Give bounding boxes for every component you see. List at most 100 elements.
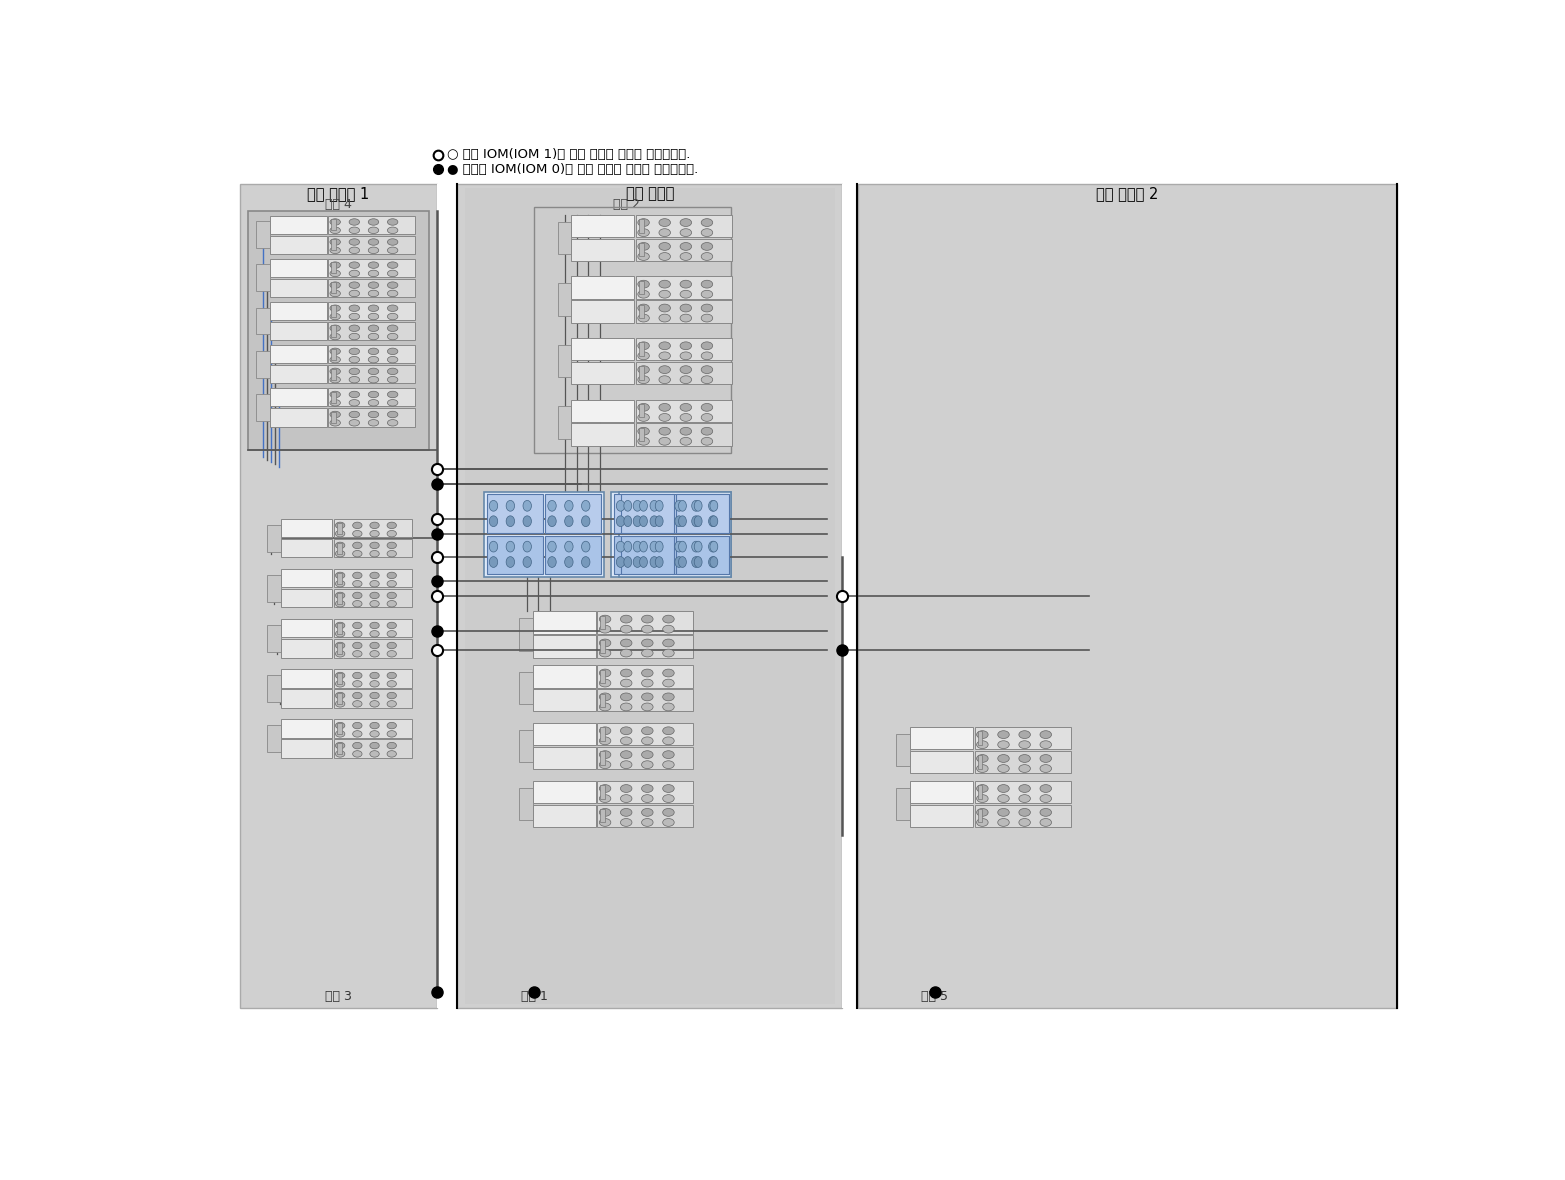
Ellipse shape	[709, 557, 717, 568]
Ellipse shape	[620, 819, 632, 826]
Bar	[601, 785, 606, 799]
Text: ● 아래쪽 IOM(IOM 0)에 대한 케이블 연결을 나타냅니다.: ● 아래쪽 IOM(IOM 0)에 대한 케이블 연결을 나타냅니다.	[448, 163, 698, 176]
Ellipse shape	[1041, 808, 1052, 817]
Bar	[601, 752, 606, 765]
Ellipse shape	[659, 290, 670, 299]
Bar	[534, 747, 596, 769]
Ellipse shape	[565, 500, 573, 511]
Ellipse shape	[330, 376, 341, 384]
Ellipse shape	[368, 262, 379, 268]
Ellipse shape	[352, 550, 362, 557]
Ellipse shape	[369, 642, 379, 649]
Bar	[255, 394, 269, 421]
Ellipse shape	[369, 572, 379, 578]
Ellipse shape	[681, 229, 692, 236]
Bar	[269, 278, 327, 297]
Ellipse shape	[388, 270, 398, 276]
Bar	[329, 302, 415, 320]
Bar	[598, 781, 693, 804]
Bar	[557, 345, 571, 378]
Ellipse shape	[388, 324, 398, 332]
Text: 체인 4: 체인 4	[326, 198, 352, 211]
Ellipse shape	[349, 262, 360, 268]
Ellipse shape	[352, 722, 362, 729]
Bar	[635, 400, 732, 422]
Ellipse shape	[565, 516, 573, 526]
Ellipse shape	[998, 819, 1009, 826]
Ellipse shape	[695, 516, 703, 526]
Ellipse shape	[387, 673, 396, 678]
Ellipse shape	[368, 290, 379, 296]
Bar	[269, 216, 327, 234]
Bar	[557, 283, 571, 315]
Ellipse shape	[330, 262, 341, 268]
Bar	[534, 805, 596, 827]
Ellipse shape	[335, 742, 344, 749]
Bar	[598, 611, 693, 634]
Ellipse shape	[349, 247, 360, 254]
Ellipse shape	[369, 622, 379, 629]
Ellipse shape	[330, 324, 341, 332]
Bar	[613, 494, 670, 532]
Ellipse shape	[695, 557, 703, 568]
Bar	[332, 219, 336, 230]
Bar	[975, 805, 1070, 827]
Ellipse shape	[335, 592, 344, 598]
Ellipse shape	[505, 557, 515, 568]
Ellipse shape	[1019, 794, 1030, 802]
Ellipse shape	[679, 516, 687, 526]
Ellipse shape	[352, 522, 362, 529]
Ellipse shape	[368, 376, 379, 384]
Ellipse shape	[335, 601, 344, 607]
Ellipse shape	[662, 794, 675, 802]
Ellipse shape	[639, 290, 649, 299]
Bar	[534, 723, 596, 746]
Ellipse shape	[642, 615, 653, 623]
Ellipse shape	[368, 238, 379, 245]
Ellipse shape	[388, 420, 398, 426]
Ellipse shape	[505, 500, 515, 511]
Text: 체인 2: 체인 2	[613, 198, 640, 211]
Ellipse shape	[490, 542, 498, 552]
Bar	[336, 572, 341, 584]
Ellipse shape	[662, 761, 675, 768]
Ellipse shape	[387, 550, 396, 557]
Ellipse shape	[659, 342, 670, 349]
Bar	[639, 281, 643, 294]
Ellipse shape	[639, 413, 649, 421]
Ellipse shape	[692, 500, 700, 511]
Bar	[842, 184, 858, 1008]
Bar	[269, 408, 327, 426]
Ellipse shape	[1019, 741, 1030, 748]
Bar	[282, 539, 332, 557]
Ellipse shape	[701, 342, 712, 349]
Ellipse shape	[679, 542, 687, 552]
Ellipse shape	[640, 516, 648, 526]
Ellipse shape	[701, 366, 712, 374]
Ellipse shape	[369, 701, 379, 707]
Bar	[635, 424, 732, 446]
Ellipse shape	[977, 754, 988, 762]
Bar	[635, 215, 732, 237]
Ellipse shape	[335, 542, 344, 549]
Bar	[911, 805, 973, 827]
Ellipse shape	[639, 314, 649, 322]
Ellipse shape	[620, 703, 632, 710]
Bar	[282, 589, 332, 608]
Ellipse shape	[701, 218, 712, 227]
Ellipse shape	[701, 404, 712, 412]
Ellipse shape	[369, 722, 379, 729]
Ellipse shape	[620, 727, 632, 735]
Ellipse shape	[998, 754, 1009, 762]
Ellipse shape	[330, 314, 341, 320]
Ellipse shape	[659, 218, 670, 227]
Ellipse shape	[599, 819, 610, 826]
Ellipse shape	[659, 281, 670, 288]
Ellipse shape	[642, 640, 653, 647]
Ellipse shape	[701, 314, 712, 322]
Ellipse shape	[349, 400, 360, 406]
Ellipse shape	[692, 516, 700, 526]
Bar	[911, 727, 973, 749]
Bar	[336, 673, 341, 684]
Ellipse shape	[659, 304, 670, 312]
